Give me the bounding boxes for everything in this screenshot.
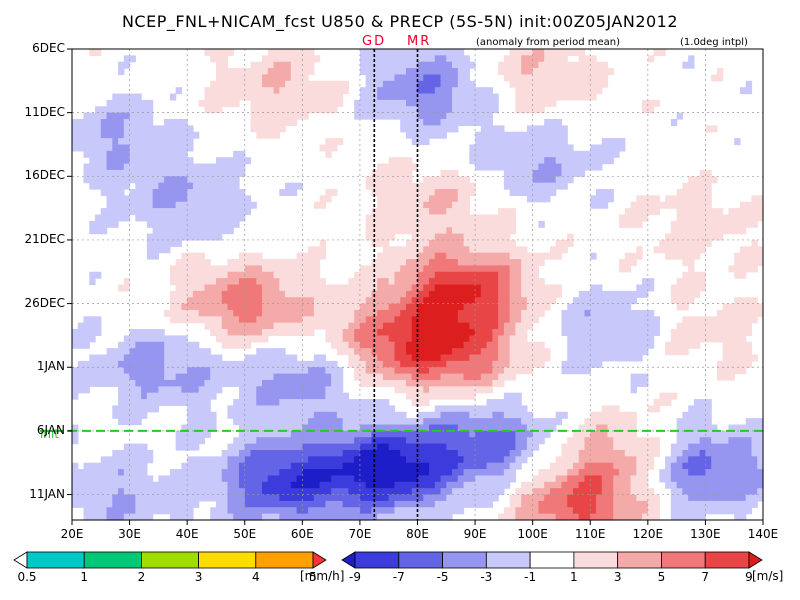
precip-swatch-high xyxy=(312,551,327,569)
init-line-label: init xyxy=(40,427,59,441)
wind-level-label: 5 xyxy=(657,570,666,584)
y-tick-label: 16DEC xyxy=(24,168,65,183)
wind-swatch xyxy=(704,551,750,569)
y-tick-label: 26DEC xyxy=(24,295,65,310)
wind-level-label: 3 xyxy=(613,570,622,584)
wind-level-label: -9 xyxy=(349,570,361,584)
precip-level-label: 0.5 xyxy=(17,570,37,584)
x-tick-label: 70E xyxy=(348,527,372,541)
precip-unit: [mm/h] xyxy=(300,569,345,583)
marker-label-gd: GD xyxy=(362,34,387,49)
wind-swatch xyxy=(354,551,400,569)
y-tick-label: 11JAN xyxy=(29,486,65,501)
precip-level-label: 4 xyxy=(251,570,260,584)
wind-swatch xyxy=(485,551,531,569)
wind-swatch xyxy=(573,551,619,569)
wind-swatch xyxy=(529,551,575,569)
precip-level-label: 2 xyxy=(137,570,146,584)
precip-colorbar xyxy=(13,551,327,569)
precip-swatch xyxy=(255,551,314,569)
marker-label-mr: MR xyxy=(407,34,432,49)
x-tick-label: 100E xyxy=(517,527,548,541)
x-tick-label: 130E xyxy=(690,527,721,541)
wind-colorbar xyxy=(341,551,763,569)
wind-swatch xyxy=(442,551,487,569)
x-tick-label: 80E xyxy=(406,527,429,541)
precip-swatch-low xyxy=(13,551,28,569)
precip-level-label: 5 xyxy=(309,570,317,584)
y-tick-label: 6JAN xyxy=(36,422,65,437)
precip-swatch xyxy=(83,551,142,569)
interpolation-note: (1.0deg intpl) xyxy=(680,37,748,48)
wind-level-label: -3 xyxy=(480,570,493,584)
y-tick-label: 11DEC xyxy=(24,104,65,119)
wind-swatch xyxy=(617,551,662,569)
precip-level-label: 1 xyxy=(80,570,88,584)
x-tick-label: 20E xyxy=(60,527,84,541)
x-tick-label: 90E xyxy=(463,527,487,541)
x-tick-label: 110E xyxy=(575,527,606,541)
wind-swatch-high xyxy=(748,551,763,569)
precip-swatch xyxy=(198,551,257,569)
precip-level-label: 3 xyxy=(194,570,203,584)
wind-level-label: -7 xyxy=(392,570,405,584)
wind-swatch-low xyxy=(341,551,356,569)
precip-swatch xyxy=(140,551,199,569)
wind-unit: [m/s] xyxy=(752,569,784,583)
y-tick-label: 1JAN xyxy=(36,359,65,374)
wind-level-label: -1 xyxy=(524,570,537,584)
x-tick-label: 120E xyxy=(632,527,664,541)
chart-subtitle: (anomaly from period mean) xyxy=(476,37,620,48)
chart-title: NCEP_FNL+NICAM_fcst U850 & PRECP (5S-5N)… xyxy=(121,12,679,31)
y-tick-label: 6DEC xyxy=(32,41,65,55)
wind-swatch xyxy=(661,551,706,569)
x-tick-label: 50E xyxy=(233,527,257,541)
x-tick-label: 140E xyxy=(747,527,779,541)
x-tick-label: 30E xyxy=(118,527,141,541)
x-tick-label: 40E xyxy=(175,527,199,541)
x-tick-label: 60E xyxy=(290,527,314,541)
wind-level-label: 1 xyxy=(570,570,578,584)
y-tick-label: 21DEC xyxy=(24,231,65,246)
wind-level-label: -5 xyxy=(436,570,449,584)
precip-swatch xyxy=(26,551,85,569)
wind-anomaly-field xyxy=(72,49,764,521)
wind-swatch xyxy=(398,551,443,569)
wind-level-label: 7 xyxy=(701,570,710,584)
wind-level-label: 9 xyxy=(745,570,753,584)
